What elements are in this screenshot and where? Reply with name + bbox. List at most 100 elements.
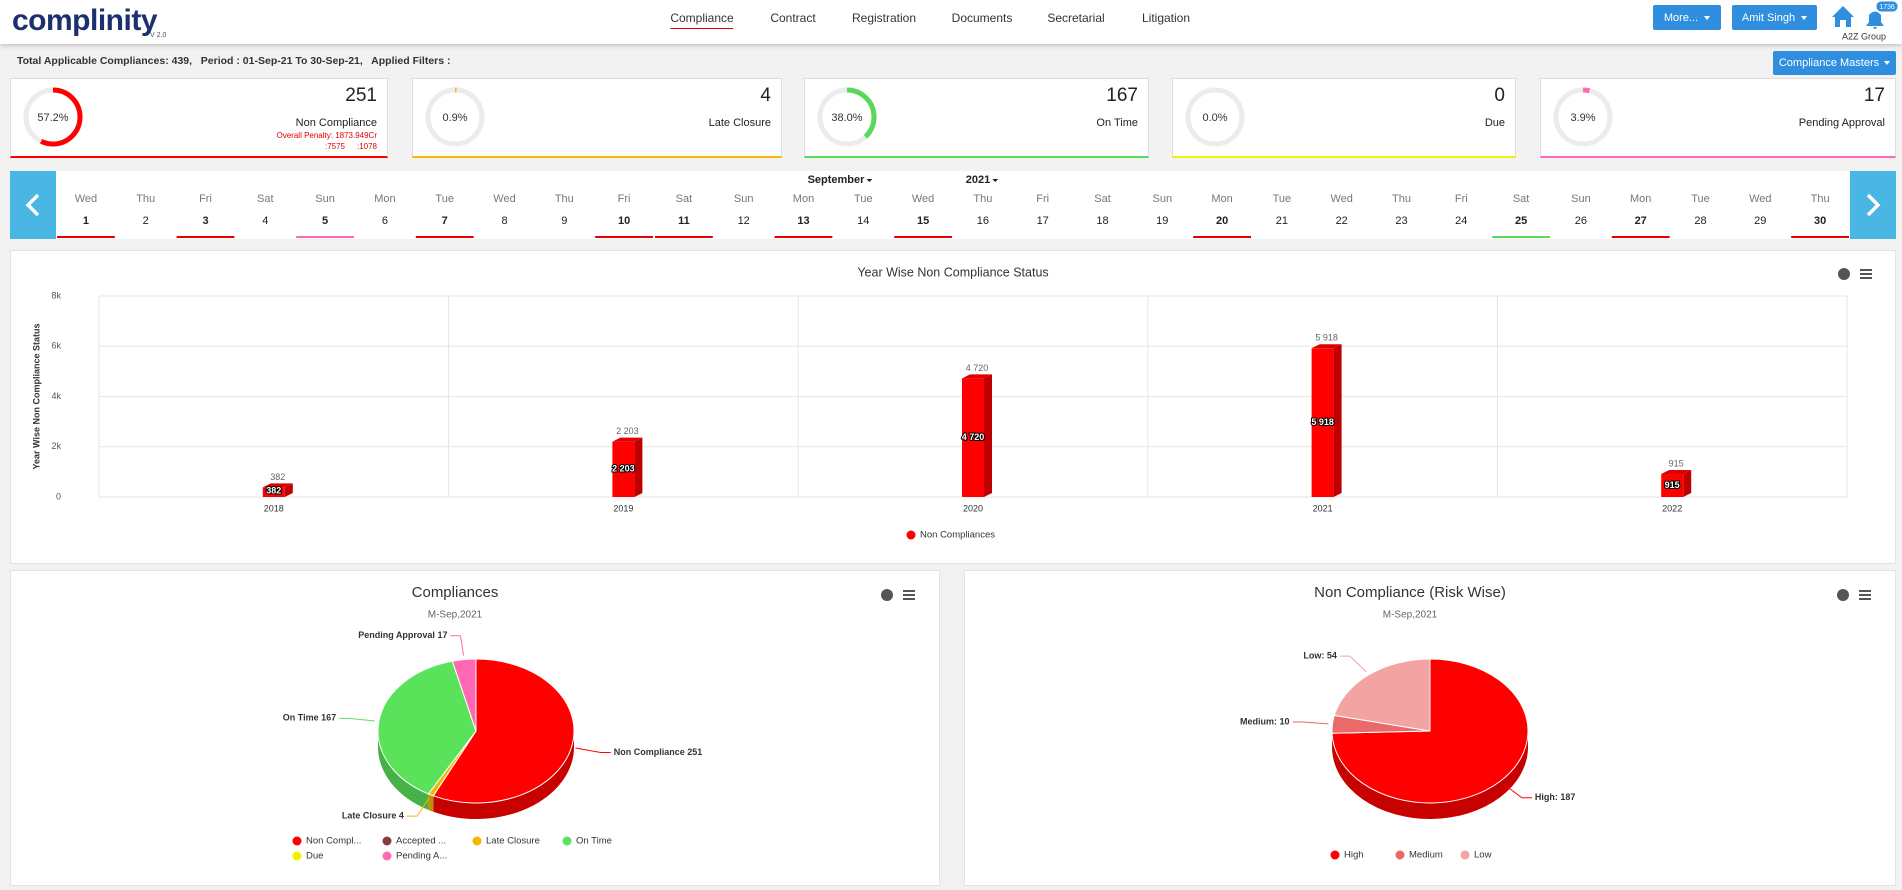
- legend-label[interactable]: Non Compl...: [306, 836, 361, 847]
- day-number[interactable]: 11: [678, 215, 690, 227]
- legend-marker[interactable]: [472, 836, 482, 846]
- day-number[interactable]: 27: [1635, 215, 1647, 227]
- day-number[interactable]: 29: [1754, 215, 1766, 227]
- caret[interactable]: [1801, 15, 1808, 20]
- nav-item[interactable]: Documents: [951, 11, 1013, 25]
- day-number[interactable]: 10: [618, 215, 630, 227]
- legend-label[interactable]: Late Closure: [486, 836, 540, 847]
- header-button[interactable]: Amit Singh: [1732, 5, 1817, 30]
- legend-marker[interactable]: [1330, 850, 1340, 860]
- calendar-select[interactable]: 2021: [966, 174, 990, 186]
- menu-icon[interactable]: [1860, 269, 1872, 271]
- menu-icon[interactable]: [903, 598, 915, 600]
- export-dot[interactable]: [881, 589, 893, 601]
- button-text[interactable]: More...: [1663, 11, 1699, 24]
- calendar-select[interactable]: September: [808, 174, 866, 186]
- legend-marker[interactable]: [1460, 850, 1470, 860]
- day-number[interactable]: 6: [382, 215, 388, 227]
- summary-card[interactable]: 0.9% 4 Late Closure: [412, 78, 782, 158]
- day-number[interactable]: 12: [738, 215, 750, 227]
- legend-label[interactable]: Medium: [1409, 850, 1443, 861]
- nav-item[interactable]: Registration: [851, 11, 917, 25]
- menu-icon[interactable]: [1860, 277, 1872, 279]
- legend-label[interactable]: Due: [306, 851, 323, 862]
- calendar-arrow[interactable]: [1850, 171, 1896, 239]
- card-count: 4: [760, 85, 771, 106]
- legend-label[interactable]: Pending A...: [396, 851, 447, 862]
- day-number[interactable]: 19: [1156, 215, 1168, 227]
- day-number[interactable]: 26: [1575, 215, 1587, 227]
- legend-label[interactable]: Accepted ...: [396, 836, 446, 847]
- day-number[interactable]: 15: [917, 215, 929, 227]
- day-number[interactable]: 22: [1336, 215, 1348, 227]
- legend-label[interactable]: Non Compliances: [920, 530, 995, 541]
- day-number[interactable]: 30: [1814, 215, 1826, 227]
- card-count: 0: [1494, 85, 1505, 106]
- menu-icon[interactable]: [903, 590, 915, 592]
- pie-slice[interactable]: [432, 658, 575, 804]
- day-number[interactable]: 20: [1216, 215, 1228, 227]
- menu-icon[interactable]: [903, 594, 915, 596]
- summary-card[interactable]: 38.0% 167 On Time: [804, 78, 1149, 158]
- day-number[interactable]: 28: [1694, 215, 1706, 227]
- menu-icon[interactable]: [1859, 598, 1871, 600]
- legend-label[interactable]: High: [1344, 850, 1364, 861]
- nav-item[interactable]: Litigation: [1141, 11, 1191, 25]
- arrow-glyph[interactable]: [1866, 193, 1881, 217]
- day-number[interactable]: 5: [322, 215, 328, 227]
- day-number[interactable]: 16: [977, 215, 989, 227]
- legend-marker[interactable]: [382, 836, 392, 846]
- nav-item[interactable]: Contract: [770, 11, 816, 25]
- header-button[interactable]: More...: [1653, 5, 1721, 30]
- pie-slice[interactable]: [451, 658, 477, 732]
- export-dot[interactable]: [1838, 268, 1850, 280]
- nav-item[interactable]: Compliance: [670, 11, 734, 29]
- day-number[interactable]: 2: [143, 215, 149, 227]
- day-number[interactable]: 14: [857, 215, 869, 227]
- nav-item[interactable]: Secretarial: [1047, 11, 1105, 25]
- day-number[interactable]: 8: [501, 215, 507, 227]
- export-dot[interactable]: [1837, 589, 1849, 601]
- legend-marker[interactable]: [562, 836, 572, 846]
- chart-title: Compliances: [412, 584, 499, 601]
- caret[interactable]: [1884, 61, 1891, 65]
- day-number[interactable]: 24: [1455, 215, 1467, 227]
- legend-marker[interactable]: [292, 851, 302, 861]
- day-number[interactable]: 21: [1276, 215, 1288, 227]
- summary-card[interactable]: 3.9% 17 Pending Approval: [1540, 78, 1896, 158]
- menu-icon[interactable]: [1859, 594, 1871, 596]
- pie-slice[interactable]: [1333, 658, 1431, 732]
- calendar-arrow[interactable]: [10, 171, 56, 239]
- summary-card[interactable]: 0.0% 0 Due: [1172, 78, 1516, 158]
- weekday: Wed: [75, 193, 97, 205]
- legend-marker[interactable]: [906, 530, 916, 540]
- day-number[interactable]: 7: [442, 215, 448, 227]
- legend-marker[interactable]: [292, 836, 302, 846]
- day-number[interactable]: 1: [83, 215, 89, 227]
- day-number[interactable]: 9: [561, 215, 567, 227]
- legend-marker[interactable]: [1395, 850, 1405, 860]
- legend-label[interactable]: Low: [1474, 850, 1492, 861]
- logo[interactable]: complinity: [12, 4, 158, 37]
- button-text[interactable]: Amit Singh: [1741, 11, 1796, 24]
- day-number[interactable]: 18: [1096, 215, 1108, 227]
- day-number[interactable]: 17: [1037, 215, 1049, 227]
- button-text[interactable]: Compliance Masters: [1778, 57, 1880, 69]
- day-number[interactable]: 25: [1515, 215, 1527, 227]
- day-number[interactable]: 4: [262, 215, 268, 227]
- day-number[interactable]: 13: [797, 215, 809, 227]
- menu-icon[interactable]: [1860, 273, 1872, 275]
- caret[interactable]: [1704, 15, 1711, 20]
- legend-label[interactable]: On Time: [576, 836, 612, 847]
- legend-marker[interactable]: [382, 851, 392, 861]
- arrow-glyph[interactable]: [25, 193, 40, 217]
- day-number[interactable]: 23: [1395, 215, 1407, 227]
- masters-button[interactable]: Compliance Masters: [1773, 51, 1896, 75]
- menu-icon[interactable]: [1859, 590, 1871, 592]
- summary-card[interactable]: 57.2% 251 Non Compliance Overall Penalty: 1…: [10, 78, 388, 158]
- bell-icon[interactable]: [1866, 11, 1884, 30]
- home-icon[interactable]: [1832, 6, 1854, 27]
- pie-slice[interactable]: [377, 660, 477, 795]
- day-number[interactable]: 3: [202, 215, 208, 227]
- data-label: Pending Approval 17: [358, 630, 447, 640]
